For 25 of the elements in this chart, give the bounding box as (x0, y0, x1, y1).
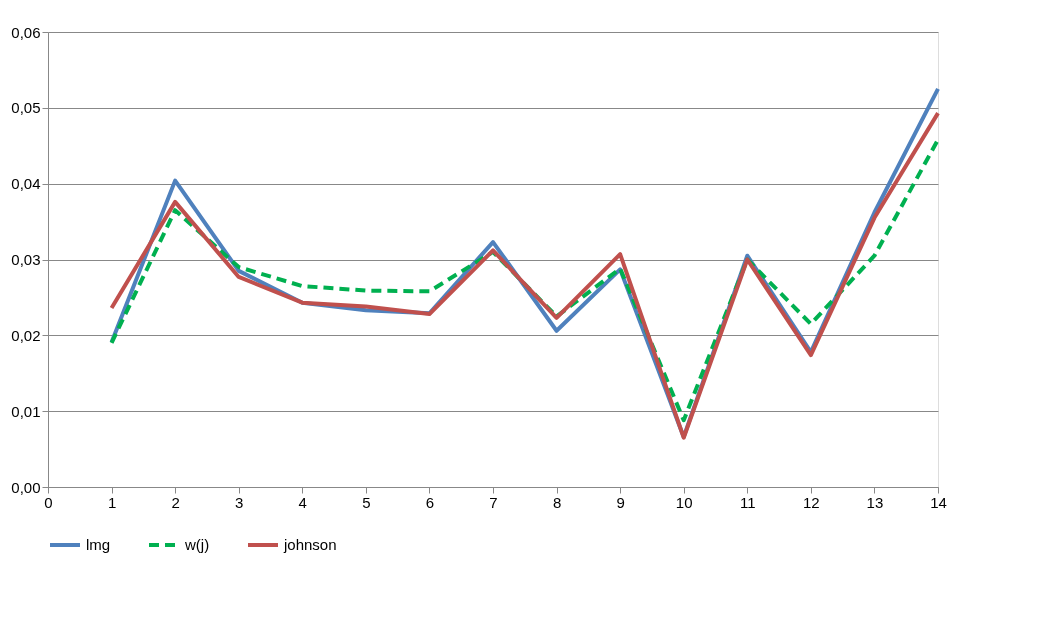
y-tick-label: 0,05 (11, 99, 41, 117)
y-tick-label: 0,04 (11, 175, 41, 193)
x-tick-label: 8 (552, 493, 562, 511)
legend-label: lmg (86, 536, 111, 553)
legend-label: johnson (283, 536, 337, 553)
x-tick-label: 1 (107, 493, 117, 511)
x-tick-label: 5 (362, 493, 371, 511)
x-tick-label: 4 (298, 493, 307, 511)
y-tick-label: 0,01 (11, 402, 41, 420)
x-tick-label: 6 (425, 493, 435, 511)
x-tick-label: 11 (740, 493, 756, 511)
x-tick-label: 12 (803, 493, 820, 511)
x-tick-label: 2 (171, 493, 180, 511)
y-tick-label: 0,06 (11, 23, 41, 41)
y-tick-label: 0,00 (11, 478, 41, 496)
x-tick-label: 0 (44, 493, 53, 511)
x-tick-label: 13 (866, 493, 884, 511)
x-tick-label: 9 (616, 493, 625, 511)
x-tick-label: 14 (930, 493, 947, 511)
legend-label: w(j) (184, 536, 210, 553)
x-tick-label: 10 (675, 493, 693, 511)
x-tick-label: 7 (489, 493, 498, 511)
y-tick-label: 0,02 (11, 326, 41, 344)
y-tick-label: 0,03 (11, 251, 41, 268)
x-tick-label: 3 (235, 493, 244, 511)
